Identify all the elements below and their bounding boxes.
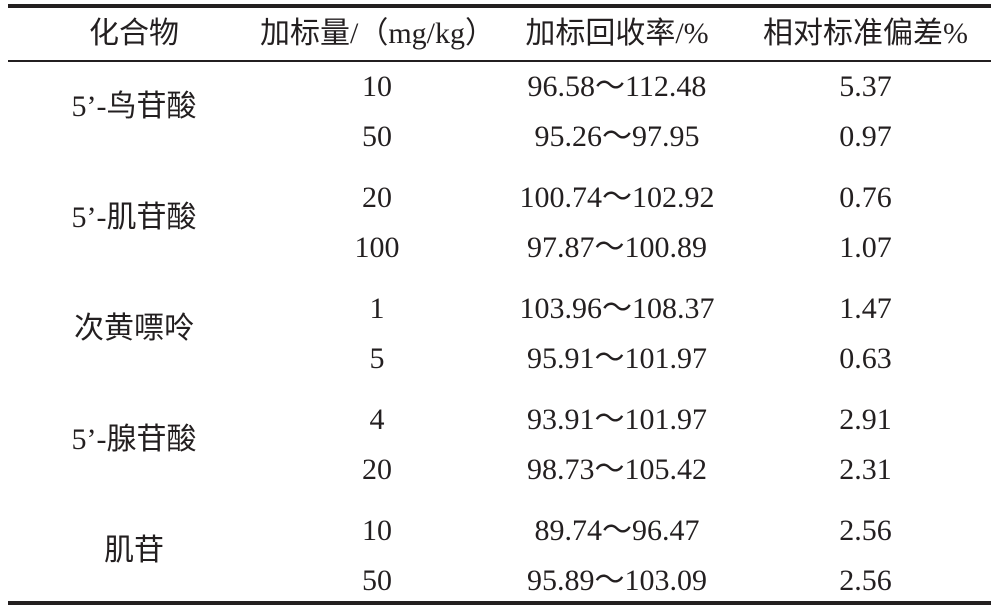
spike-cell: 50 xyxy=(362,564,392,597)
recovery-cell: 95.26～97.95 xyxy=(534,120,700,153)
spike-cell: 1 xyxy=(369,292,385,325)
spike-cell: 10 xyxy=(362,70,392,103)
header-rsd: 相对标准偏差% xyxy=(763,17,968,50)
bottom-rule xyxy=(8,601,991,605)
recovery-cell: 100.74～102.92 xyxy=(519,181,715,214)
header-rule xyxy=(8,60,991,62)
compound-group: 肌苷 10 89.74～96.47 2.56 50 95.89～103.09 2… xyxy=(8,506,991,616)
recovery-cell: 97.87～100.89 xyxy=(527,231,707,264)
spike-cell: 10 xyxy=(362,514,392,547)
rsd-cell: 2.91 xyxy=(839,403,892,436)
table-row: 10 89.74～96.47 2.56 xyxy=(8,508,991,558)
rsd-cell: 5.37 xyxy=(839,70,892,103)
recovery-cell: 89.74～96.47 xyxy=(534,514,700,547)
spike-cell: 20 xyxy=(362,181,392,214)
table-row: 20 100.74～102.92 0.76 xyxy=(8,175,991,225)
top-rule xyxy=(8,4,991,8)
table-row: 5 95.91～101.97 0.63 xyxy=(8,336,991,386)
rsd-cell: 1.47 xyxy=(839,292,892,325)
table-row: 10 96.58～112.48 5.37 xyxy=(8,64,991,114)
table-row: 4 93.91～101.97 2.91 xyxy=(8,397,991,447)
table-row: 100 97.87～100.89 1.07 xyxy=(8,225,991,275)
compound-group: 次黄嘌呤 1 103.96～108.37 1.47 5 95.91～101.97… xyxy=(8,284,991,394)
recovery-cell: 93.91～101.97 xyxy=(527,403,707,436)
compound-name: 5’-鸟苷酸 xyxy=(71,90,197,123)
recovery-cell: 98.73～105.42 xyxy=(527,453,707,486)
compound-name: 5’-肌苷酸 xyxy=(71,201,197,234)
compound-group: 5’-肌苷酸 20 100.74～102.92 0.76 100 97.87～1… xyxy=(8,173,991,283)
rsd-cell: 2.56 xyxy=(839,514,892,547)
table-row: 50 95.89～103.09 2.56 xyxy=(8,558,991,608)
rsd-cell: 1.07 xyxy=(839,231,892,264)
compound-name: 肌苷 xyxy=(104,534,164,567)
recovery-cell: 95.91～101.97 xyxy=(527,342,707,375)
table-row: 1 103.96～108.37 1.47 xyxy=(8,286,991,336)
recovery-cell: 95.89～103.09 xyxy=(527,564,707,597)
header-recovery-rate: 加标回收率/% xyxy=(525,17,709,50)
compound-name: 5’-腺苷酸 xyxy=(71,423,197,456)
table-row: 20 98.73～105.42 2.31 xyxy=(8,447,991,497)
compound-name: 次黄嘌呤 xyxy=(74,312,194,345)
spike-cell: 100 xyxy=(354,231,400,264)
rsd-cell: 0.76 xyxy=(839,181,892,214)
recovery-cell: 103.96～108.37 xyxy=(519,292,715,325)
table-row: 50 95.26～97.95 0.97 xyxy=(8,114,991,164)
table-header: 化合物 加标量/（mg/kg） 加标回收率/% 相对标准偏差% xyxy=(8,8,991,60)
compound-group: 5’-腺苷酸 4 93.91～101.97 2.91 20 98.73～105.… xyxy=(8,395,991,505)
spike-cell: 4 xyxy=(369,403,385,436)
spike-cell: 5 xyxy=(369,342,385,375)
rsd-cell: 0.63 xyxy=(839,342,892,375)
rsd-cell: 2.56 xyxy=(839,564,892,597)
rsd-cell: 0.97 xyxy=(839,120,892,153)
spike-cell: 50 xyxy=(362,120,392,153)
header-compound: 化合物 xyxy=(89,17,179,50)
recovery-cell: 96.58～112.48 xyxy=(527,70,707,103)
rsd-cell: 2.31 xyxy=(839,453,892,486)
table-body: 5’-鸟苷酸 10 96.58～112.48 5.37 50 95.26～97.… xyxy=(8,62,991,601)
spike-cell: 20 xyxy=(362,453,392,486)
compound-group: 5’-鸟苷酸 10 96.58～112.48 5.37 50 95.26～97.… xyxy=(8,62,991,172)
header-spike-amount: 加标量/（mg/kg） xyxy=(260,17,496,50)
